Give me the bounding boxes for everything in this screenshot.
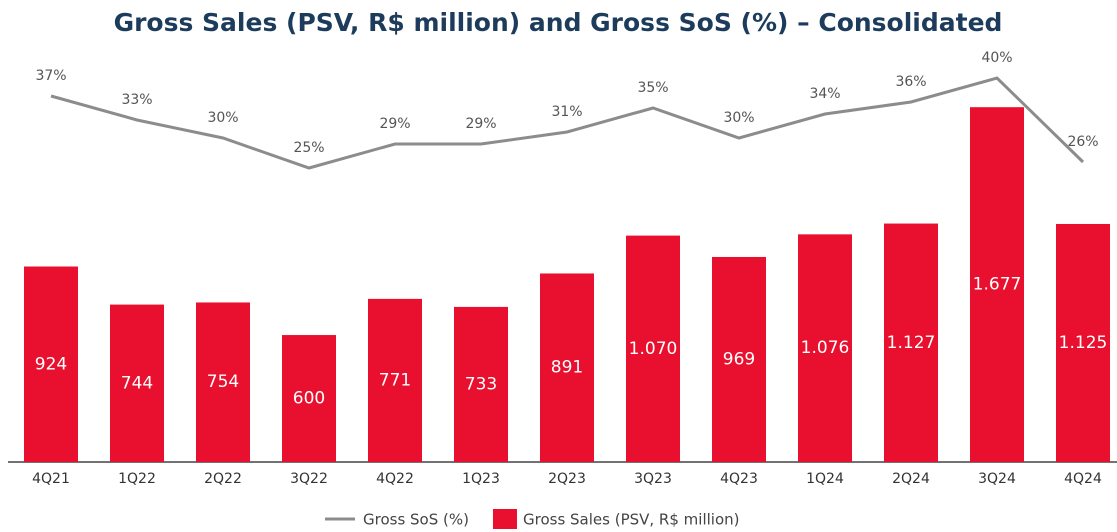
bar bbox=[110, 304, 164, 462]
x-tick-label: 4Q21 bbox=[32, 471, 70, 487]
chart-title: Gross Sales (PSV, R$ million) and Gross … bbox=[114, 8, 1003, 37]
x-tick-label: 3Q23 bbox=[634, 471, 672, 487]
line-value-label: 26% bbox=[1067, 134, 1098, 150]
line-value-label: 31% bbox=[551, 104, 582, 120]
line-value-label: 29% bbox=[379, 116, 410, 132]
bar-value-label: 600 bbox=[293, 389, 325, 409]
line bbox=[50, 76, 1085, 170]
bar bbox=[24, 266, 78, 462]
bar-value-label: 771 bbox=[379, 370, 411, 390]
line-value-label: 34% bbox=[809, 86, 840, 102]
bar bbox=[1056, 223, 1110, 462]
line-value-label: 40% bbox=[981, 50, 1012, 66]
legend-label: Gross SoS (%) bbox=[363, 511, 469, 529]
bar-value-label: 969 bbox=[723, 349, 755, 369]
x-tick-label: 4Q22 bbox=[376, 471, 414, 487]
line-value-label: 25% bbox=[293, 140, 324, 156]
legend-label: Gross Sales (PSV, R$ million) bbox=[523, 511, 740, 529]
bar-value-label: 744 bbox=[121, 373, 153, 393]
x-tick-label: 2Q22 bbox=[204, 471, 242, 487]
x-tick-label: 4Q23 bbox=[720, 471, 758, 487]
legend-swatch bbox=[492, 509, 517, 529]
bar-value-label: 1.125 bbox=[1059, 333, 1108, 353]
bar-value-label: 1.070 bbox=[629, 339, 678, 359]
bar-value-label: 1.127 bbox=[887, 333, 936, 353]
bar-value-label: 733 bbox=[465, 374, 497, 394]
x-tick-label: 2Q24 bbox=[892, 471, 930, 487]
x-tick-label: 1Q22 bbox=[118, 471, 156, 487]
line-value-label: 30% bbox=[723, 110, 754, 126]
bar bbox=[712, 256, 766, 462]
x-tick-label: 1Q23 bbox=[462, 471, 500, 487]
x-tick-label: 4Q24 bbox=[1064, 471, 1102, 487]
x-tick-label: 3Q24 bbox=[978, 471, 1016, 487]
bar bbox=[884, 223, 938, 462]
bar bbox=[626, 235, 680, 462]
bar-value-label: 1.677 bbox=[973, 275, 1022, 295]
x-tick-label: 1Q24 bbox=[806, 471, 844, 487]
bar bbox=[368, 298, 422, 462]
bar bbox=[454, 306, 508, 462]
line-value-label: 37% bbox=[35, 68, 66, 84]
bar-value-label: 754 bbox=[207, 372, 239, 392]
line-value-label: 33% bbox=[121, 92, 152, 108]
bar bbox=[970, 107, 1024, 463]
line-value-label: 30% bbox=[207, 110, 238, 126]
line-value-label: 29% bbox=[465, 116, 496, 132]
x-tick-label: 2Q23 bbox=[548, 471, 586, 487]
bar bbox=[282, 335, 336, 462]
bar bbox=[798, 234, 852, 462]
bar-value-label: 891 bbox=[551, 358, 583, 378]
x-tick-label: 3Q22 bbox=[290, 471, 328, 487]
line-value-label: 36% bbox=[895, 74, 926, 90]
bar-value-label: 1.076 bbox=[801, 338, 850, 358]
bar bbox=[196, 302, 250, 462]
bar bbox=[540, 273, 594, 462]
bar-value-label: 924 bbox=[35, 354, 67, 374]
line-value-label: 35% bbox=[637, 80, 668, 96]
